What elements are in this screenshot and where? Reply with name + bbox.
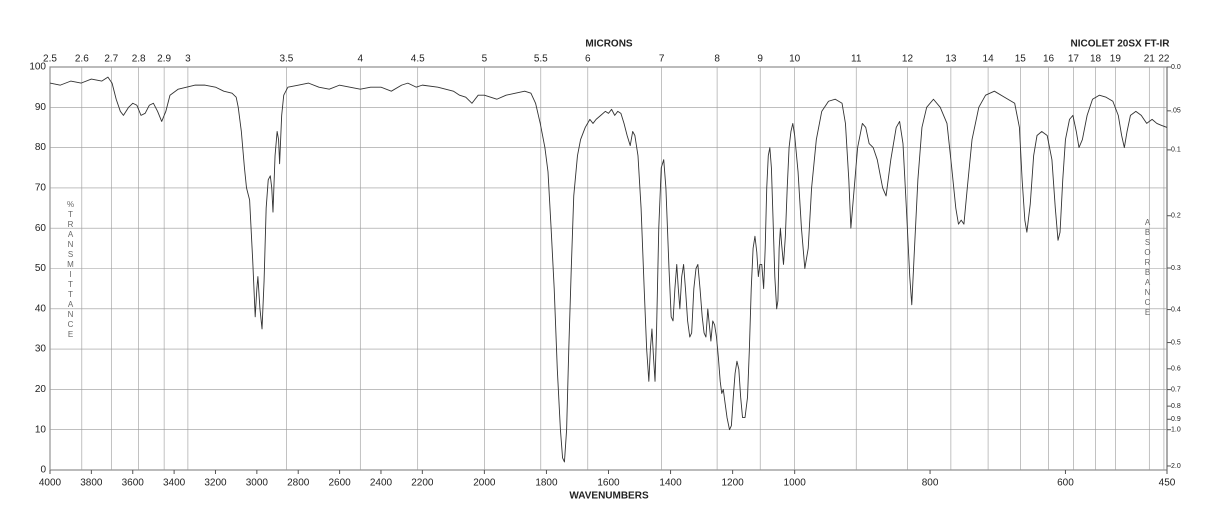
x2-tick-label: 17 <box>1068 54 1080 65</box>
y-tick-label: 90 <box>35 102 47 113</box>
y-tick-label: 0 <box>40 465 46 476</box>
x2-tick-label: 2.9 <box>157 54 171 65</box>
x2-tick-label: 9 <box>757 54 763 65</box>
x2-axis-label: MICRONS <box>585 39 633 50</box>
x2-tick-label: 18 <box>1090 54 1102 65</box>
x2-tick-label: 19 <box>1110 54 1122 65</box>
y-tick-label: 30 <box>35 344 47 355</box>
x2-tick-label: 4 <box>357 54 363 65</box>
x-tick-label: 1800 <box>535 478 558 489</box>
x2-tick-label: 6 <box>585 54 591 65</box>
y2-tick-label: 0.3 <box>1171 265 1181 272</box>
y-tick-label: 100 <box>29 62 46 73</box>
x2-tick-label: 2.5 <box>43 54 57 65</box>
y-tick-label: 10 <box>35 424 47 435</box>
x-tick-label: 2000 <box>473 478 496 489</box>
y-tick-label: 80 <box>35 142 47 153</box>
x2-tick-label: 13 <box>945 54 957 65</box>
x-tick-label: 3400 <box>163 478 186 489</box>
y2-tick-label: 0.4 <box>1171 306 1181 313</box>
y2-tick-label: 0.2 <box>1171 213 1181 220</box>
y-tick-label: 60 <box>35 223 47 234</box>
y-axis-label: %TRANSMITTANCE <box>66 200 75 340</box>
y2-tick-label: 0.7 <box>1171 386 1181 393</box>
x-tick-label: 3200 <box>204 478 227 489</box>
x2-tick-label: 16 <box>1043 54 1055 65</box>
x-tick-label: 1000 <box>784 478 807 489</box>
x2-tick-label: 14 <box>983 54 995 65</box>
y2-tick-label: 0.0 <box>1171 64 1181 71</box>
x2-tick-label: 5 <box>482 54 488 65</box>
x2-tick-label: 2.7 <box>104 54 118 65</box>
x2-tick-label: 22 <box>1158 54 1170 65</box>
y-tick-label: 40 <box>35 303 47 314</box>
spectrum-line <box>49 76 1168 463</box>
x-tick-label: 2200 <box>411 478 434 489</box>
x2-tick-label: 2.6 <box>75 54 89 65</box>
x-tick-label: 3000 <box>246 478 269 489</box>
x2-tick-label: 3.5 <box>279 54 293 65</box>
x2-tick-label: 15 <box>1015 54 1027 65</box>
y2-tick-label: 0.9 <box>1171 416 1181 423</box>
chart-title: NICOLET 20SX FT-IR <box>1071 39 1171 50</box>
y2-tick-label: 0.5 <box>1171 339 1181 346</box>
x-tick-label: 600 <box>1057 478 1074 489</box>
x2-tick-label: 3 <box>185 54 191 65</box>
x2-tick-label: 8 <box>714 54 720 65</box>
x-tick-label: 2600 <box>328 478 351 489</box>
x2-tick-label: 5.5 <box>534 54 548 65</box>
x2-tick-label: 7 <box>659 54 665 65</box>
x-tick-label: 800 <box>922 478 939 489</box>
y-tick-label: 50 <box>35 263 47 274</box>
x2-tick-label: 2.8 <box>132 54 146 65</box>
x-tick-label: 1600 <box>597 478 620 489</box>
x-tick-label: 1400 <box>659 478 682 489</box>
x-tick-label: 2400 <box>370 478 393 489</box>
y2-tick-label: 0.1 <box>1171 147 1181 154</box>
y2-tick-label: 1.0 <box>1171 427 1181 434</box>
x-tick-label: 3600 <box>122 478 145 489</box>
x-tick-label: 450 <box>1159 478 1176 489</box>
y2-axis-label: ABSORBANCE <box>1143 218 1152 318</box>
x2-tick-label: 10 <box>789 54 801 65</box>
y2-tick-label: 0.6 <box>1171 366 1181 373</box>
x-tick-label: 1200 <box>721 478 744 489</box>
x2-tick-label: 4.5 <box>411 54 425 65</box>
x2-tick-label: 21 <box>1144 54 1156 65</box>
y2-tick-label: .05 <box>1171 108 1181 115</box>
y2-tick-label: 2.0 <box>1171 463 1181 470</box>
x-tick-label: 2800 <box>287 478 310 489</box>
x-tick-label: 4000 <box>39 478 62 489</box>
x-axis-label: WAVENUMBERS <box>569 491 649 502</box>
y2-tick-label: 0.8 <box>1171 403 1181 410</box>
x2-tick-label: 12 <box>902 54 914 65</box>
x-tick-label: 3800 <box>80 478 103 489</box>
x2-tick-label: 11 <box>851 54 862 65</box>
y-tick-label: 70 <box>35 183 47 194</box>
y-tick-label: 20 <box>35 384 47 395</box>
